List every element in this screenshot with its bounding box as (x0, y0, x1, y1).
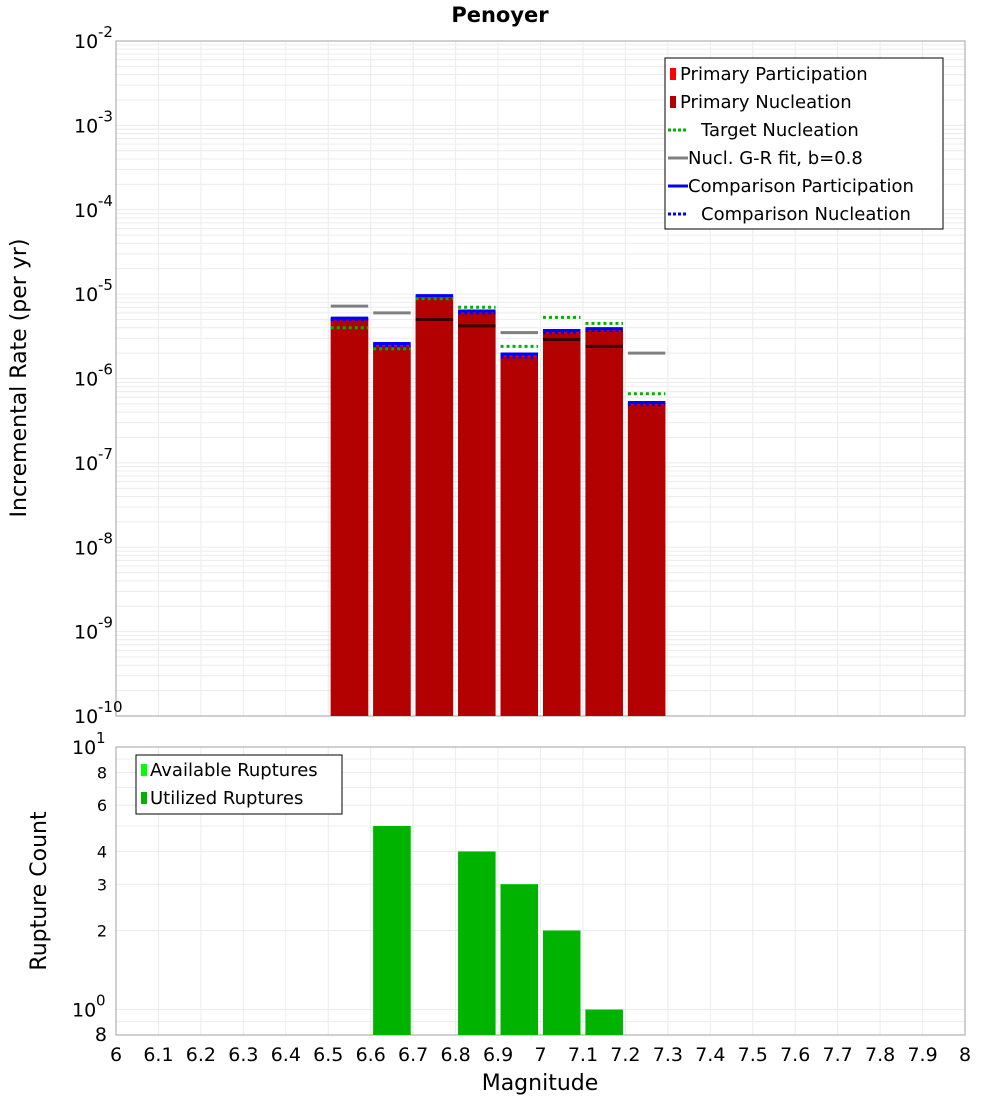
legend-top: Primary Participation Primary Nucleation T… (664, 57, 944, 230)
x-tick-label: 6.7 (398, 1044, 428, 1066)
legend-box (135, 754, 343, 815)
x-tick-label: 6.2 (186, 1044, 216, 1066)
y-tick-label: 10 (74, 706, 98, 728)
bottom-y-axis-label: Rupture Count (27, 811, 52, 971)
x-tick-label: 7.1 (568, 1044, 598, 1066)
primary-nucleation-bar (500, 356, 538, 716)
x-tick-label: 8 (959, 1044, 971, 1066)
y-tick-exponent: -6 (98, 361, 113, 379)
y-tick-label: 10 (74, 284, 98, 306)
x-tick-label: 6.3 (228, 1044, 258, 1066)
y-tick-label: 2 (97, 922, 107, 941)
top-y-axis-label: Incremental Rate (per yr) (7, 239, 32, 518)
y-tick-label: 10 (74, 537, 98, 559)
y-tick-exponent: -5 (98, 276, 113, 294)
x-axis-label: Magnitude (482, 1071, 599, 1096)
x-tick-label: 7.6 (780, 1044, 810, 1066)
utilized-ruptures-bar (500, 884, 538, 1035)
y-tick-exponent: -3 (98, 107, 113, 125)
y-tick-label: 6 (97, 796, 107, 815)
y-tick-exponent: -9 (98, 614, 113, 632)
plot-frame (115, 40, 966, 717)
legend-swatch (670, 96, 676, 108)
x-tick-label: 7.8 (865, 1044, 895, 1066)
x-tick-label: 6.4 (271, 1044, 301, 1066)
x-tick-label: 7.2 (610, 1044, 640, 1066)
y-tick-exponent: -4 (98, 192, 113, 210)
y-tick-label: 3 (97, 875, 107, 894)
y-tick-exponent: -8 (98, 529, 113, 547)
y-tick-label: 10 (74, 31, 98, 53)
x-tick-label: 7.7 (823, 1044, 853, 1066)
x-tick-label: 7.5 (738, 1044, 768, 1066)
y-tick-exponent: -10 (98, 698, 123, 716)
y-tick-label: 10 (74, 200, 98, 222)
y-tick-label: 10 (74, 369, 98, 391)
utilized-ruptures-bar (585, 1009, 623, 1035)
x-tick-label: 6.6 (356, 1044, 386, 1066)
legend-box (664, 57, 944, 230)
plot-frame (115, 746, 966, 1036)
primary-nucleation-bar (585, 330, 623, 716)
legend-label: Utilized Ruptures (150, 788, 303, 809)
utilized-ruptures-bar (373, 826, 411, 1035)
x-tick-label: 6.8 (440, 1044, 470, 1066)
chart-title: Penoyer (451, 3, 549, 27)
y-tick-label: 10 (72, 737, 96, 759)
legend-label: Primary Nucleation (680, 92, 852, 113)
y-tick-exponent: -2 (98, 23, 113, 41)
legend-label: Target Nucleation (700, 120, 859, 141)
y-tick-exponent: 1 (96, 729, 106, 747)
x-tick-label: 6.9 (483, 1044, 513, 1066)
primary-nucleation-bar (415, 297, 454, 716)
y-tick-label: 10 (74, 622, 98, 644)
x-tick-label: 7.9 (907, 1044, 937, 1066)
y-tick-exponent: -7 (98, 445, 113, 463)
y-tick-label: 10 (74, 115, 98, 137)
legend-swatch (670, 68, 676, 80)
legend-swatch (141, 792, 147, 804)
legend-swatch (141, 764, 147, 776)
y-tick-label: 10 (72, 1000, 96, 1022)
utilized-ruptures-bar (543, 930, 581, 1035)
legend-label: Available Ruptures (150, 760, 318, 781)
legend-label: Nucl. G-R fit, b=0.8 (688, 148, 863, 169)
y-tick-label: 4 (97, 842, 107, 861)
x-tick-labels: 6 6.1 6.2 6.3 6.4 6.5 6.6 6.7 6.8 6.9 7 7.1 7.2 7.3 7.… (110, 1044, 971, 1066)
legend-label: Comparison Nucleation (701, 204, 911, 225)
legend-label: Primary Participation (680, 64, 868, 85)
x-tick-label: 7 (534, 1044, 546, 1066)
primary-nucleation-bar (543, 332, 581, 716)
x-tick-label: 6 (110, 1044, 122, 1066)
primary-nucleation-bar (458, 312, 496, 716)
x-tick-label: 7.3 (653, 1044, 683, 1066)
x-tick-label: 6.1 (143, 1044, 173, 1066)
primary-nucleation-bar (330, 319, 369, 716)
y-tick-label: 8 (97, 763, 107, 782)
primary-nucleation-bar (373, 346, 411, 716)
x-tick-label: 6.5 (313, 1044, 343, 1066)
x-tick-label: 7.4 (695, 1044, 725, 1066)
y-tick-exponent: 0 (96, 992, 106, 1010)
utilized-ruptures-bar (458, 851, 496, 1035)
primary-nucleation-bar (627, 404, 666, 716)
legend-bottom: Available Ruptures Utilized Ruptures (135, 754, 343, 815)
y-tick-label: 10 (74, 453, 98, 475)
legend-label: Comparison Participation (688, 176, 914, 197)
y-tick-label: 8 (95, 1024, 107, 1046)
